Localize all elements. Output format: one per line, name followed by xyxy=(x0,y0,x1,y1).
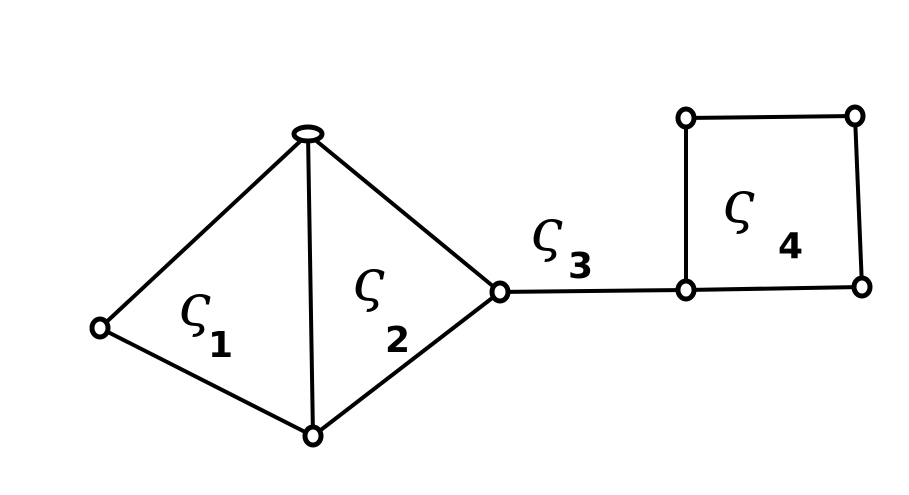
label-s3: ς 3 xyxy=(530,196,593,287)
node-v8 xyxy=(851,275,873,299)
label-s3-symbol: ς xyxy=(530,196,563,264)
node-v3 xyxy=(302,424,324,448)
edge-v1-v3 xyxy=(98,326,315,438)
node-v5 xyxy=(675,278,697,302)
label-s4-symbol: ς xyxy=(722,168,755,236)
label-s4-subscript: 4 xyxy=(778,226,803,267)
edge-v4-v5 xyxy=(498,288,688,294)
node-v4 xyxy=(489,280,511,304)
edge-v7-v8 xyxy=(853,114,864,289)
edge-v3-v4 xyxy=(311,290,502,438)
label-s3-subscript: 3 xyxy=(568,246,593,287)
label-s4: ς 4 xyxy=(722,168,803,267)
edge-v8-v5 xyxy=(684,285,864,292)
edge-v2-v4 xyxy=(306,132,502,294)
node-v7 xyxy=(844,104,866,128)
node-v2 xyxy=(291,124,325,144)
label-s1: ς 1 xyxy=(178,271,233,366)
node-v6 xyxy=(675,106,697,130)
label-s2-subscript: 2 xyxy=(385,320,410,361)
edge-v6-v7 xyxy=(684,114,857,120)
edge-v2-v3 xyxy=(306,132,315,438)
label-s1-symbol: ς xyxy=(178,271,211,339)
edges-group xyxy=(98,114,864,438)
label-s2: ς 2 xyxy=(352,246,410,361)
nodes-group xyxy=(89,104,873,448)
node-v1 xyxy=(89,316,111,340)
label-s2-symbol: ς xyxy=(352,246,385,314)
label-s1-subscript: 1 xyxy=(208,325,233,366)
edge-v1-v2 xyxy=(98,132,310,330)
